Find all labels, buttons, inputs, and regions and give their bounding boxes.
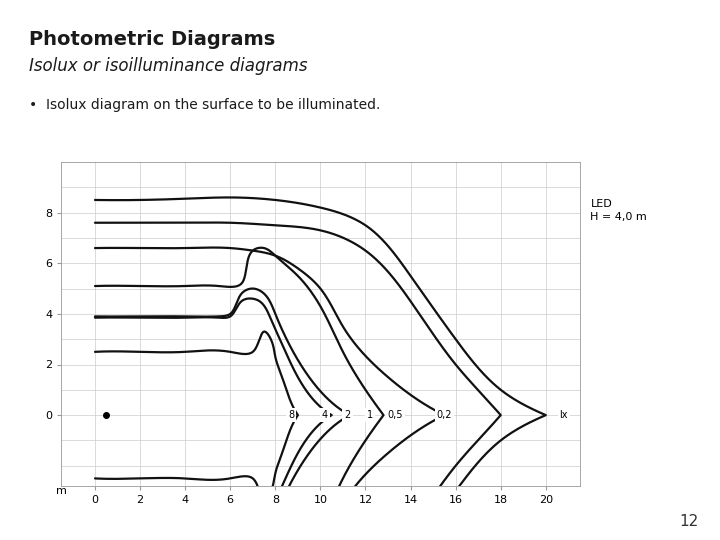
- Text: 0,5: 0,5: [387, 410, 402, 420]
- Text: 0,2: 0,2: [436, 410, 452, 420]
- Text: Isolux or isoilluminance diagrams: Isolux or isoilluminance diagrams: [29, 57, 307, 75]
- Text: 2: 2: [344, 410, 351, 420]
- Text: lx: lx: [559, 410, 568, 420]
- Text: Photometric Diagrams: Photometric Diagrams: [29, 30, 275, 49]
- Text: m: m: [55, 486, 67, 496]
- Text: 8: 8: [288, 410, 294, 420]
- Text: 1: 1: [367, 410, 373, 420]
- Text: LED
H = 4,0 m: LED H = 4,0 m: [590, 199, 647, 222]
- Text: 4: 4: [322, 410, 328, 420]
- Text: 12: 12: [679, 514, 698, 529]
- Text: •  Isolux diagram on the surface to be illuminated.: • Isolux diagram on the surface to be il…: [29, 98, 380, 112]
